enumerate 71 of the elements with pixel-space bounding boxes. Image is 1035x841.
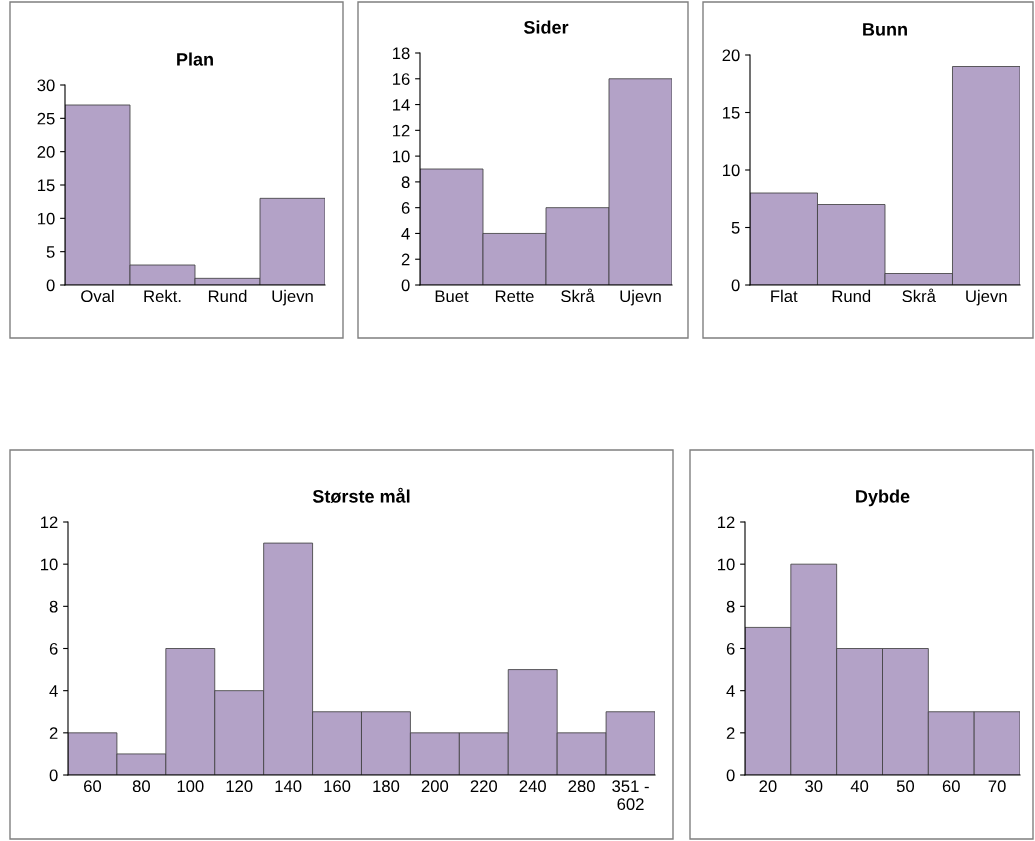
x-tick-label: 200 <box>421 780 449 793</box>
x-tick-label: Buet <box>435 290 469 303</box>
y-tick-label: 10 <box>393 150 410 163</box>
y-tick-label: 12 <box>393 124 410 137</box>
y-tick-label: 8 <box>401 176 410 189</box>
x-tick-label: 140 <box>275 780 302 793</box>
y-tick-label: 6 <box>726 642 735 655</box>
chart-title: Største mål <box>312 487 410 504</box>
y-tick-label: 25 <box>37 112 55 125</box>
x-tick-label: 120 <box>226 780 253 793</box>
x-tick-label: Rund <box>832 289 871 303</box>
y-tick-label: 0 <box>46 279 55 292</box>
y-tick-label: 16 <box>393 73 410 85</box>
x-tick-label: 220 <box>470 780 498 793</box>
x-tick-label: 40 <box>850 780 869 793</box>
x-tick-label: 80 <box>132 780 150 793</box>
y-tick-label: 10 <box>723 164 740 177</box>
x-tick-label: 180 <box>373 780 400 793</box>
x-tick-label: 30 <box>805 780 823 793</box>
x-tick-label: Oval <box>81 289 114 303</box>
y-tick-label: 4 <box>401 228 410 240</box>
y-tick-label: 2 <box>401 253 410 266</box>
x-tick-label: 100 <box>177 780 204 793</box>
y-tick-label: 15 <box>38 179 55 192</box>
x-tick-label: Flat <box>771 289 798 303</box>
y-tick-label: 10 <box>38 212 55 225</box>
y-tick-label: 0 <box>401 279 410 292</box>
x-tick-label: 20 <box>759 780 777 793</box>
y-tick-label: 0 <box>49 769 58 782</box>
x-tick-label: Skrå <box>561 288 595 303</box>
x-tick-label: Ujevn <box>272 289 313 306</box>
y-tick-label: 4 <box>49 685 58 697</box>
y-tick-label: 2 <box>726 727 735 739</box>
x-tick-label: Ujevn <box>620 289 661 306</box>
x-tick-label: Ujevn <box>966 289 1007 306</box>
y-tick-label: 6 <box>49 642 58 655</box>
y-tick-label: 4 <box>726 685 735 697</box>
chart-title: Dybde <box>856 489 910 507</box>
y-tick-label: 30 <box>37 79 55 92</box>
x-tick-label: 60 <box>942 780 960 793</box>
y-tick-label: 20 <box>37 146 55 158</box>
x-tick-label: Rund <box>208 289 247 303</box>
y-tick-label: 18 <box>393 47 410 60</box>
y-tick-label: 12 <box>41 516 58 529</box>
x-tick-label: Rette <box>495 290 534 303</box>
y-tick-label: 14 <box>393 99 410 111</box>
y-tick-label: 10 <box>41 558 58 571</box>
x-tick-label: Skrå <box>902 288 936 303</box>
y-tick-label: 8 <box>726 600 735 613</box>
y-tick-label: 0 <box>731 279 740 292</box>
y-tick-label: 6 <box>401 202 410 214</box>
y-tick-label: 15 <box>723 107 740 119</box>
y-tick-label: 10 <box>718 558 735 571</box>
y-tick-label: 2 <box>49 727 58 739</box>
chart-title: Plan <box>177 52 213 66</box>
x-tick-label: 50 <box>896 780 915 793</box>
y-tick-label: 5 <box>46 246 55 258</box>
x-tick-label: 70 <box>988 780 1006 793</box>
chart-title: Bunn <box>863 23 907 36</box>
x-tick-label: 60 <box>84 780 102 793</box>
y-tick-label: 8 <box>49 600 58 613</box>
y-tick-label: 12 <box>718 516 735 529</box>
y-tick-label: 0 <box>726 769 735 782</box>
x-tick-label: 280 <box>568 780 595 793</box>
y-tick-label: 5 <box>731 222 740 234</box>
chart-title: Sider <box>523 20 569 34</box>
x-tick-label: 160 <box>324 780 351 793</box>
x-tick-label: Rekt. <box>144 289 181 303</box>
x-tick-label: 351 - 602 <box>612 780 649 811</box>
y-tick-label: 20 <box>722 49 740 62</box>
x-tick-label: 240 <box>519 780 546 793</box>
